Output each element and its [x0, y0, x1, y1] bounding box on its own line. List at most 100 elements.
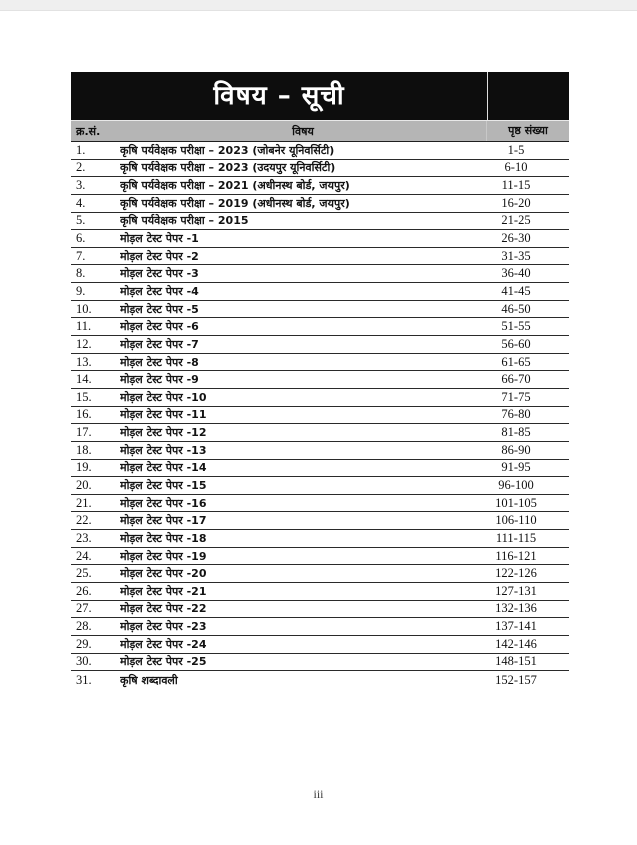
cell-subject: मोड़ल टेस्ट पेपर -14: [120, 461, 207, 475]
table-row: 27. मोड़ल टेस्ट पेपर -22 132-136: [71, 601, 569, 619]
column-header-pages: पृष्ठ संख्या: [486, 121, 569, 141]
table-row: 2. कृषि पर्यवेक्षक परीक्षा – 2023 (उदयपुर…: [71, 160, 569, 178]
table-row: 22. मोड़ल टेस्ट पेपर -17 106-110: [71, 512, 569, 531]
cell-page-range: 1-5: [507, 142, 525, 157]
cell-serial-number: 25.: [76, 566, 92, 581]
cell-serial-number: 1.: [76, 142, 86, 157]
cell-serial-number: 10.: [76, 301, 92, 316]
cell-subject: मोड़ल टेस्ट पेपर -9: [120, 373, 199, 387]
cell-page-range: 56-60: [501, 336, 531, 351]
cell-subject: कृषि पर्यवेक्षक परीक्षा – 2015: [120, 214, 249, 228]
table-row: 30. मोड़ल टेस्ट पेपर -25 148-151: [71, 654, 569, 672]
cell-page-range: 66-70: [501, 372, 531, 387]
scan-edge-strip: [0, 0, 637, 11]
cell-page-range: 81-85: [501, 425, 531, 440]
table-row: 3. कृषि पर्यवेक्षक परीक्षा – 2021 (अधीनस्…: [71, 177, 569, 195]
cell-page-range: 127-131: [495, 583, 537, 598]
cell-serial-number: 14.: [76, 372, 92, 387]
cell-serial-number: 9.: [76, 283, 86, 298]
cell-serial-number: 26.: [76, 583, 92, 598]
table-row: 31. कृषि शब्दावली 152-157: [71, 671, 569, 689]
cell-page-range: 16-20: [501, 195, 531, 210]
table-row: 26. मोड़ल टेस्ट पेपर -21 127-131: [71, 583, 569, 601]
cell-page-range: 31-35: [501, 248, 531, 263]
cell-subject: मोड़ल टेस्ट पेपर -20: [120, 567, 207, 581]
cell-subject: मोड़ल टेस्ट पेपर -23: [120, 620, 207, 634]
cell-serial-number: 15.: [76, 389, 92, 404]
cell-serial-number: 27.: [76, 601, 92, 616]
cell-subject: मोड़ल टेस्ट पेपर -22: [120, 602, 207, 616]
cell-subject: मोड़ल टेस्ट पेपर -7: [120, 337, 199, 351]
cell-page-range: 6-10: [504, 160, 528, 175]
toc-title: विषय – सूची: [213, 81, 345, 111]
cell-serial-number: 12.: [76, 336, 92, 351]
cell-page-range: 91-95: [501, 460, 531, 475]
cell-serial-number: 11.: [76, 319, 92, 334]
cell-page-range: 122-126: [495, 566, 537, 581]
table-row: 29. मोड़ल टेस्ट पेपर -24 142-146: [71, 636, 569, 654]
cell-serial-number: 24.: [76, 548, 92, 563]
cell-subject: मोड़ल टेस्ट पेपर -16: [120, 496, 207, 510]
cell-subject: मोड़ल टेस्ट पेपर -5: [120, 302, 199, 316]
table-row: 21. मोड़ल टेस्ट पेपर -16 101-105: [71, 495, 569, 513]
table-row: 14. मोड़ल टेस्ट पेपर -9 66-70: [71, 371, 569, 389]
cell-serial-number: 20.: [76, 477, 92, 492]
column-header-subject: विषय: [292, 124, 314, 138]
table-row: 1. कृषि पर्यवेक्षक परीक्षा – 2023 (जोबनेर…: [71, 142, 569, 160]
cell-subject: मोड़ल टेस्ट पेपर -12: [120, 426, 207, 440]
table-row: 19. मोड़ल टेस्ट पेपर -14 91-95: [71, 460, 569, 478]
title-bar-divider: [487, 72, 488, 120]
table-row: 18. मोड़ल टेस्ट पेपर -13 86-90: [71, 442, 569, 460]
cell-serial-number: 2.: [76, 160, 86, 175]
cell-subject: कृषि पर्यवेक्षक परीक्षा – 2023 (जोबनेर य…: [120, 143, 335, 157]
toc-table: विषय – सूची क्र.सं. विषय पृष्ठ संख्या 1.…: [71, 72, 569, 689]
cell-serial-number: 21.: [76, 495, 92, 510]
cell-subject: कृषि पर्यवेक्षक परीक्षा – 2021 (अधीनस्थ …: [120, 179, 350, 193]
cell-serial-number: 17.: [76, 425, 92, 440]
cell-serial-number: 13.: [76, 354, 92, 369]
table-row: 13. मोड़ल टेस्ट पेपर -8 61-65: [71, 354, 569, 372]
cell-serial-number: 7.: [76, 248, 86, 263]
cell-page-range: 101-105: [495, 495, 537, 510]
cell-subject: मोड़ल टेस्ट पेपर -25: [120, 655, 207, 669]
table-row: 11. मोड़ल टेस्ट पेपर -6 51-55: [71, 318, 569, 337]
table-row: 16. मोड़ल टेस्ट पेपर -11 76-80: [71, 407, 569, 425]
table-row: 4. कृषि पर्यवेक्षक परीक्षा – 2019 (अधीनस्…: [71, 195, 569, 213]
cell-page-range: 116-121: [495, 548, 537, 563]
toc-body: 1. कृषि पर्यवेक्षक परीक्षा – 2023 (जोबनेर…: [71, 142, 569, 689]
cell-subject: मोड़ल टेस्ट पेपर -19: [120, 549, 207, 563]
cell-serial-number: 8.: [76, 266, 86, 281]
cell-page-range: 51-55: [501, 319, 531, 334]
cell-subject: मोड़ल टेस्ट पेपर -1: [120, 232, 199, 246]
cell-serial-number: 4.: [76, 195, 86, 210]
cell-page-range: 96-100: [498, 477, 534, 492]
cell-serial-number: 28.: [76, 619, 92, 634]
cell-subject: मोड़ल टेस्ट पेपर -4: [120, 284, 199, 298]
cell-page-range: 86-90: [501, 442, 531, 457]
cell-page-range: 46-50: [501, 301, 531, 316]
table-row: 24. मोड़ल टेस्ट पेपर -19 116-121: [71, 548, 569, 566]
toc-title-bar: विषय – सूची: [71, 72, 569, 120]
table-row: 25. मोड़ल टेस्ट पेपर -20 122-126: [71, 565, 569, 584]
cell-subject: मोड़ल टेस्ट पेपर -13: [120, 443, 207, 457]
cell-page-range: 106-110: [495, 513, 537, 528]
cell-page-range: 148-151: [495, 654, 537, 669]
cell-page-range: 132-136: [495, 601, 537, 616]
cell-serial-number: 23.: [76, 530, 92, 545]
cell-page-range: 152-157: [495, 672, 537, 687]
cell-subject: मोड़ल टेस्ट पेपर -17: [120, 514, 207, 528]
cell-page-range: 137-141: [495, 619, 537, 634]
table-row: 10. मोड़ल टेस्ट पेपर -5 46-50: [71, 301, 569, 319]
table-row: 12. मोड़ल टेस्ट पेपर -7 56-60: [71, 336, 569, 354]
table-row: 15. मोड़ल टेस्ट पेपर -10 71-75: [71, 389, 569, 407]
table-row: 20. मोड़ल टेस्ट पेपर -15 96-100: [71, 477, 569, 495]
cell-serial-number: 30.: [76, 654, 92, 669]
cell-subject: मोड़ल टेस्ट पेपर -2: [120, 249, 199, 263]
cell-subject: कृषि पर्यवेक्षक परीक्षा – 2023 (उदयपुर य…: [120, 161, 336, 175]
cell-serial-number: 5.: [76, 213, 86, 228]
table-row: 7. मोड़ल टेस्ट पेपर -2 31-35: [71, 248, 569, 266]
cell-page-range: 11-15: [501, 178, 531, 193]
cell-serial-number: 6.: [76, 231, 86, 246]
table-row: 17. मोड़ल टेस्ट पेपर -12 81-85: [71, 424, 569, 442]
cell-serial-number: 19.: [76, 460, 92, 475]
